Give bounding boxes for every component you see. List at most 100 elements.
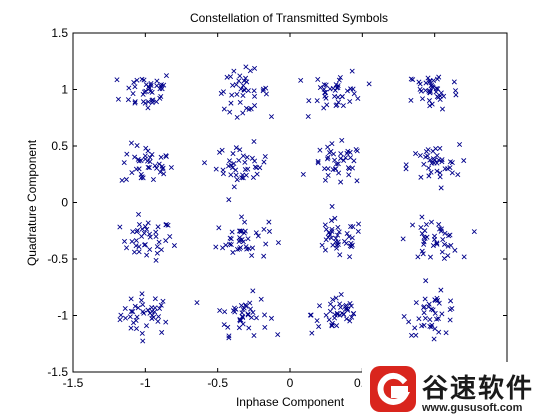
data-point xyxy=(437,174,443,180)
data-point xyxy=(333,161,339,167)
data-point xyxy=(250,309,256,315)
data-point xyxy=(418,174,424,180)
data-point xyxy=(136,244,142,250)
data-point xyxy=(251,88,257,94)
data-point xyxy=(127,314,133,320)
data-point xyxy=(145,307,151,313)
data-point xyxy=(427,157,433,163)
data-point xyxy=(446,233,452,239)
x-axis-label: Inphase Component xyxy=(236,395,345,409)
data-point xyxy=(153,99,159,105)
data-point xyxy=(410,222,416,228)
data-point xyxy=(421,239,427,245)
data-point xyxy=(134,77,140,83)
data-point xyxy=(240,175,246,181)
data-point xyxy=(335,99,341,105)
data-point xyxy=(242,219,248,225)
data-point xyxy=(143,82,149,88)
data-point xyxy=(333,295,339,301)
data-point xyxy=(419,96,426,102)
data-point xyxy=(350,86,356,92)
data-point xyxy=(348,303,354,309)
data-point xyxy=(140,302,146,308)
data-point xyxy=(225,163,232,169)
data-point xyxy=(147,159,153,165)
data-point xyxy=(321,82,327,88)
data-point xyxy=(350,224,356,230)
data-point xyxy=(230,82,236,88)
data-point xyxy=(430,307,436,313)
data-point xyxy=(161,82,167,88)
data-point xyxy=(251,138,257,144)
data-point xyxy=(228,236,234,242)
data-point xyxy=(129,238,135,245)
data-point xyxy=(239,313,245,319)
data-point xyxy=(400,236,406,242)
data-point xyxy=(326,229,332,235)
data-point xyxy=(250,245,256,251)
data-point xyxy=(263,91,269,97)
data-point xyxy=(408,76,414,82)
watermark: 谷速软件 www.gususoft.com xyxy=(362,362,560,420)
data-point xyxy=(419,214,425,220)
x-tick-label: -1 xyxy=(140,376,151,390)
data-point xyxy=(153,229,159,235)
data-point xyxy=(355,96,361,102)
data-point xyxy=(437,145,443,151)
data-point xyxy=(252,93,258,99)
data-point xyxy=(438,228,444,234)
data-point xyxy=(133,237,139,243)
data-point xyxy=(243,64,249,70)
data-point xyxy=(145,164,151,170)
data-point xyxy=(114,77,120,83)
data-point xyxy=(144,226,150,232)
data-point xyxy=(437,170,443,176)
data-point xyxy=(275,240,281,246)
data-point xyxy=(245,88,251,94)
data-point xyxy=(228,100,234,106)
data-point xyxy=(329,203,335,209)
data-point xyxy=(356,221,362,227)
data-point xyxy=(132,303,138,309)
data-point xyxy=(268,315,275,321)
data-point xyxy=(154,83,160,89)
data-point xyxy=(128,140,134,146)
data-point xyxy=(433,89,439,95)
data-point xyxy=(452,88,459,94)
data-point xyxy=(139,233,145,239)
data-point xyxy=(268,114,275,120)
data-point xyxy=(432,310,438,316)
data-point xyxy=(125,97,131,103)
data-point xyxy=(152,163,158,169)
data-point xyxy=(159,329,165,335)
data-point xyxy=(194,300,200,306)
data-point xyxy=(128,308,134,314)
data-point xyxy=(438,185,444,191)
data-point xyxy=(439,249,445,255)
data-point xyxy=(323,89,329,95)
data-point xyxy=(339,310,345,316)
data-point xyxy=(239,175,245,181)
data-point xyxy=(329,218,335,224)
data-point xyxy=(439,106,445,112)
data-point xyxy=(433,146,439,152)
data-point xyxy=(344,88,350,94)
data-point xyxy=(315,158,321,164)
data-point xyxy=(135,305,141,311)
data-point xyxy=(338,304,344,310)
data-point xyxy=(230,165,236,171)
data-point xyxy=(336,170,342,176)
data-point xyxy=(261,253,267,259)
data-point xyxy=(422,235,428,241)
data-point xyxy=(234,114,240,120)
data-point xyxy=(132,154,138,160)
data-point xyxy=(152,309,158,315)
data-point xyxy=(423,149,429,155)
data-point xyxy=(249,252,255,259)
data-point xyxy=(118,312,124,318)
data-point xyxy=(427,90,433,96)
data-point xyxy=(167,233,173,240)
data-point xyxy=(151,314,157,320)
data-point xyxy=(148,82,154,88)
data-point xyxy=(346,234,352,240)
